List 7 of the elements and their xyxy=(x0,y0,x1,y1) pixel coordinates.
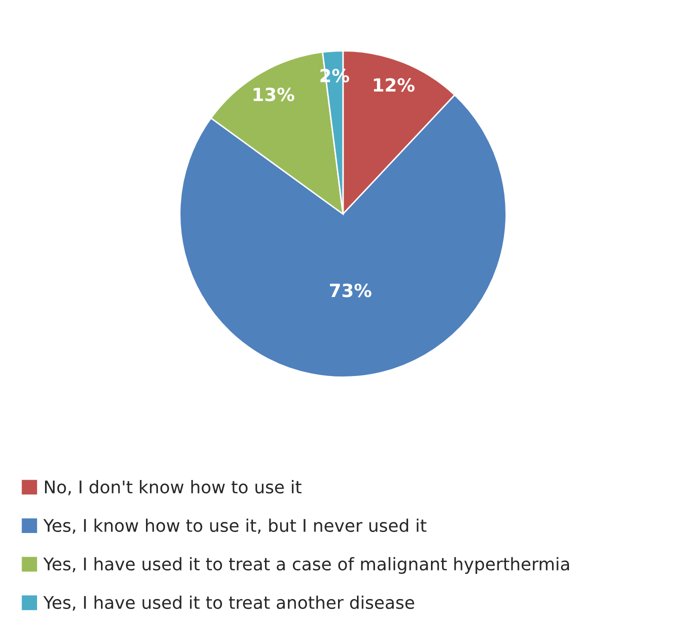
data-label: 13% xyxy=(254,88,294,102)
legend-label: Yes, I have used it to treat another disease xyxy=(43,596,414,611)
legend-label: No, I don't know how to use it xyxy=(45,480,302,496)
data-label: 73% xyxy=(330,284,372,298)
data-label: 12% xyxy=(374,78,414,92)
legend-label: Yes, I know how to use it, but I never used it xyxy=(43,518,426,534)
legend-label: Yes, I have used it to treat a case of malignant hyperthermia xyxy=(43,557,569,574)
